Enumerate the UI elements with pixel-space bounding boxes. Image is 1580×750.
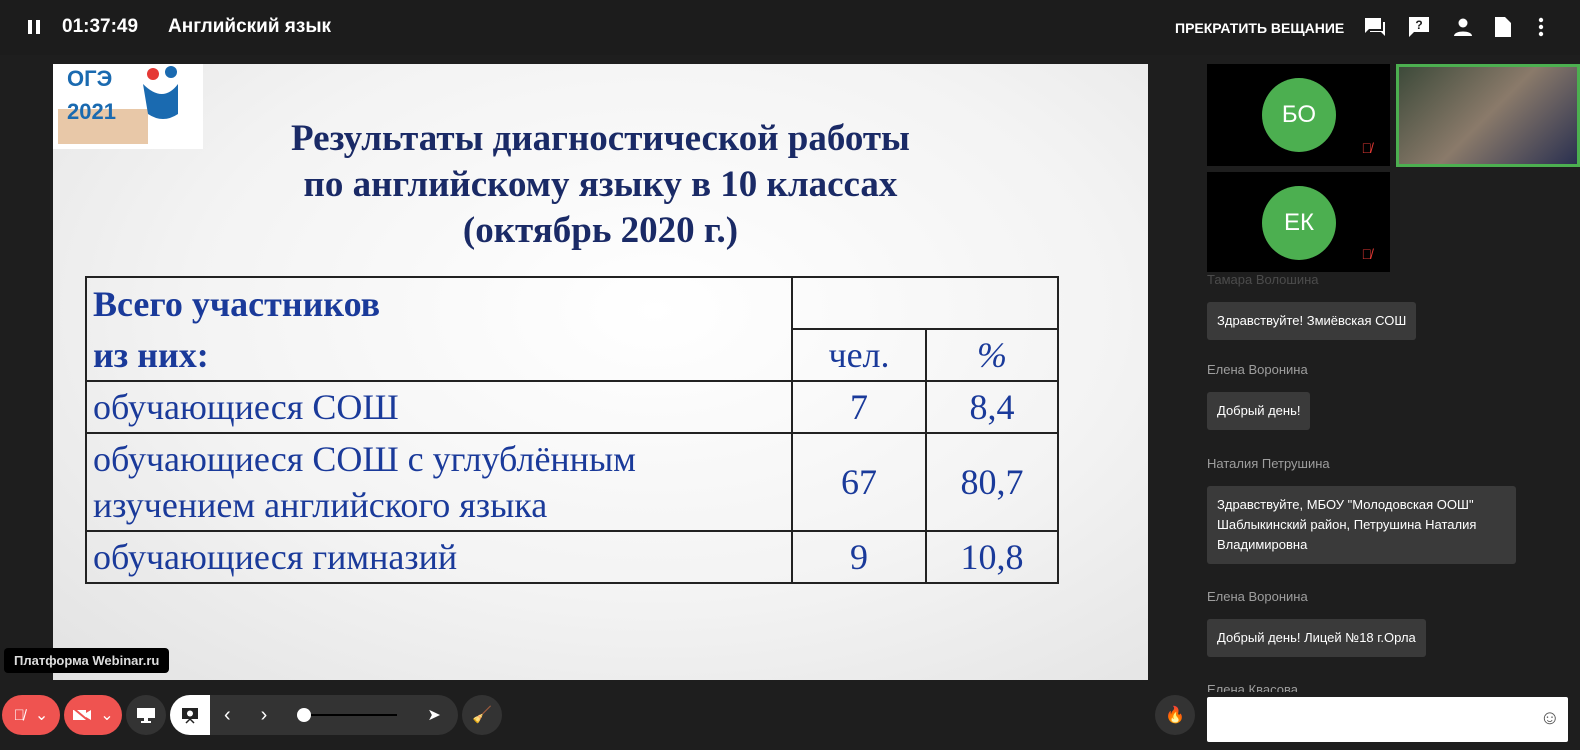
chat-author: Наталия Петрушина xyxy=(1207,456,1330,471)
chat-message: Добрый день! xyxy=(1207,392,1311,430)
reactions-button[interactable]: 🔥 xyxy=(1155,695,1195,735)
top-bar xyxy=(0,0,1580,55)
pointer-icon[interactable]: ➤ xyxy=(427,707,441,724)
event-title: Английский язык xyxy=(168,16,332,37)
presentation-icon[interactable] xyxy=(170,695,210,735)
monitor-icon xyxy=(137,708,155,723)
avatar: ЕК xyxy=(1262,186,1336,260)
zoom-slider[interactable] xyxy=(297,708,398,722)
presentation-controls: ‹ › ➤ xyxy=(170,695,458,735)
mic-off-icon: 🎙̸ xyxy=(1361,140,1373,156)
document-icon[interactable] xyxy=(1492,16,1514,38)
chat-author: Елена Воронина xyxy=(1207,589,1308,604)
table-row: обучающиеся СОШ с углублённым изучением … xyxy=(85,432,1059,532)
prev-slide-icon[interactable]: ‹ xyxy=(224,703,231,726)
broadcast-timer: 01:37:49 xyxy=(62,16,139,37)
chevron-down-icon: ⌄ xyxy=(34,707,49,724)
chat-message: Здравствуйте! Змиёвская СОШ xyxy=(1207,302,1417,340)
stop-broadcast-button[interactable]: ПРЕКРАТИТЬ ВЕЩАНИЕ xyxy=(1175,20,1345,36)
chat-list: Тамара Волошина Здравствуйте! Змиёвская … xyxy=(1207,272,1567,692)
svg-text:?: ? xyxy=(1415,18,1422,32)
participant-tile[interactable]: ЕК 🎙̸ xyxy=(1207,172,1390,272)
speaker-video[interactable] xyxy=(1396,64,1580,167)
next-slide-icon[interactable]: › xyxy=(260,703,268,726)
presentation-slide: ОГЭ 2021 Результаты диагностической работ… xyxy=(53,64,1148,680)
question-icon[interactable]: ? xyxy=(1408,16,1430,38)
mic-off-icon: 🎙̸ xyxy=(13,706,25,724)
col-pct: % xyxy=(925,328,1059,382)
participant-tile[interactable]: БО 🎙̸ xyxy=(1207,64,1390,166)
emoji-icon[interactable]: ☺ xyxy=(1539,707,1560,729)
slide-title: Результаты диагностической работы по анг… xyxy=(291,118,910,251)
more-vert-icon[interactable] xyxy=(1530,16,1552,38)
chat-message: Здравствуйте, МБОУ "Молодовская ООШ" Шаб… xyxy=(1207,486,1516,564)
person-icon[interactable] xyxy=(1452,16,1474,38)
chat-input[interactable]: ☺ xyxy=(1207,697,1568,742)
chat-author: Елена Квасова xyxy=(1207,682,1298,692)
mic-off-icon: 🎙̸ xyxy=(1361,246,1373,262)
tooltip: Платформа Webinar.ru xyxy=(4,648,170,673)
svg-text:ОГЭ: ОГЭ xyxy=(67,66,112,91)
chat-author: Елена Воронина xyxy=(1207,362,1308,377)
chat-icon[interactable] xyxy=(1364,16,1386,38)
table-row: обучающиеся гимназий 9 10,8 xyxy=(85,530,1059,584)
clear-drawing-button[interactable]: 🧹 xyxy=(462,695,502,735)
camera-toggle-button[interactable]: ⌄ xyxy=(64,695,122,735)
chat-message: Добрый день! Лицей №18 г.Орла xyxy=(1207,619,1426,657)
flame-icon: 🔥 xyxy=(1165,707,1185,724)
svg-text:2021: 2021 xyxy=(67,99,116,124)
broom-icon: 🧹 xyxy=(472,707,492,724)
table-row: обучающиеся СОШ 7 8,4 xyxy=(85,380,1059,434)
camera-off-icon xyxy=(72,707,92,723)
chat-author: Тамара Волошина xyxy=(1207,272,1319,287)
chevron-down-icon: ⌄ xyxy=(100,707,114,724)
col-count: чел. xyxy=(791,328,927,382)
header-of-them: из них: xyxy=(85,329,793,382)
mic-toggle-button[interactable]: 🎙̸ ⌄ xyxy=(2,695,60,735)
results-table: Всего участников из них: чел.% обучающиес… xyxy=(85,276,1059,584)
oge-logo: ОГЭ 2021 xyxy=(53,64,203,149)
pause-icon[interactable] xyxy=(28,20,40,34)
screen-share-button[interactable] xyxy=(126,695,166,735)
header-total: Всего участников xyxy=(85,276,793,329)
avatar: БО xyxy=(1262,78,1336,152)
